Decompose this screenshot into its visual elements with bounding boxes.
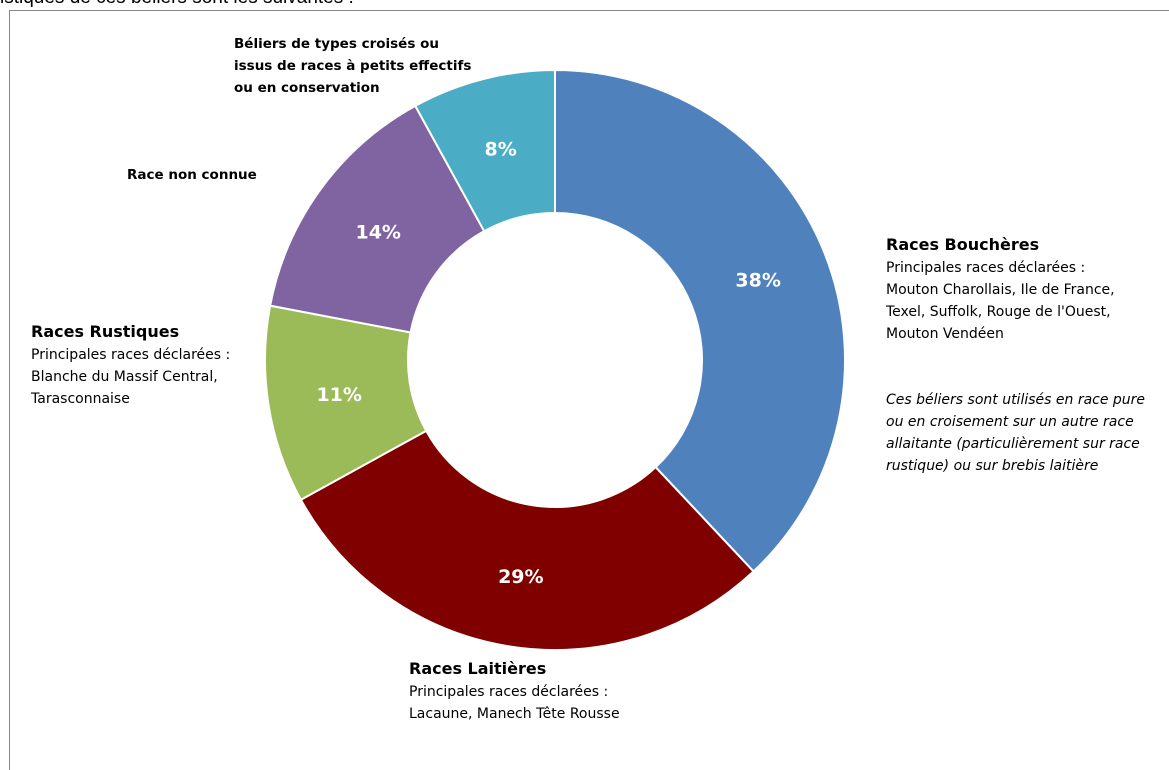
label-races-boucheres: Races Bouchères Principales races déclar…	[886, 233, 1115, 345]
label-line: Principales races déclarées :	[31, 344, 230, 366]
label-title: Races Bouchères	[886, 233, 1115, 257]
donut-slice-races-boucheres	[555, 70, 845, 571]
note-line: Ces béliers sont utilisés en race pure	[886, 389, 1145, 411]
label-line: Texel, Suffolk, Rouge de l'Ouest,	[886, 301, 1115, 323]
label-line: issus de races à petits effectifs	[234, 55, 471, 77]
label-races-laitieres: Races Laitières Principales races déclar…	[409, 657, 620, 725]
label-title: Races Laitières	[409, 657, 620, 681]
label-line: Béliers de types croisés ou	[234, 33, 471, 55]
label-line: Principales races déclarées :	[886, 257, 1115, 279]
slice-value-label: 11%	[316, 384, 361, 406]
slice-value-label: 29%	[498, 566, 543, 588]
label-line: ou en conservation	[234, 77, 471, 99]
slice-value-label: 38%	[735, 270, 780, 292]
slice-value-label: 14%	[355, 222, 400, 244]
label-line: Mouton Charollais, Ile de France,	[886, 279, 1115, 301]
label-races-rustiques: Races Rustiques Principales races déclar…	[31, 320, 230, 410]
note-line: ou en croisement sur un autre race	[886, 411, 1145, 433]
label-line: Principales races déclarées :	[409, 681, 620, 703]
label-title: Race non connue	[127, 164, 257, 186]
label-line: Tarasconnaise	[31, 388, 230, 410]
note-line: rustique) ou sur brebis laitière	[886, 455, 1145, 477]
label-line: Mouton Vendéen	[886, 323, 1115, 345]
note-races-boucheres: Ces béliers sont utilisés en race pure o…	[886, 389, 1145, 477]
label-beliers-croises: Béliers de types croisés ou issus de rac…	[234, 33, 471, 99]
label-line: Lacaune, Manech Tête Rousse	[409, 703, 620, 725]
label-line: Blanche du Massif Central,	[31, 366, 230, 388]
label-title: Races Rustiques	[31, 320, 230, 344]
label-race-non-connue: Race non connue	[127, 164, 257, 186]
note-line: allaitante (particulièrement sur race	[886, 433, 1145, 455]
slice-value-label: 8%	[485, 138, 517, 160]
